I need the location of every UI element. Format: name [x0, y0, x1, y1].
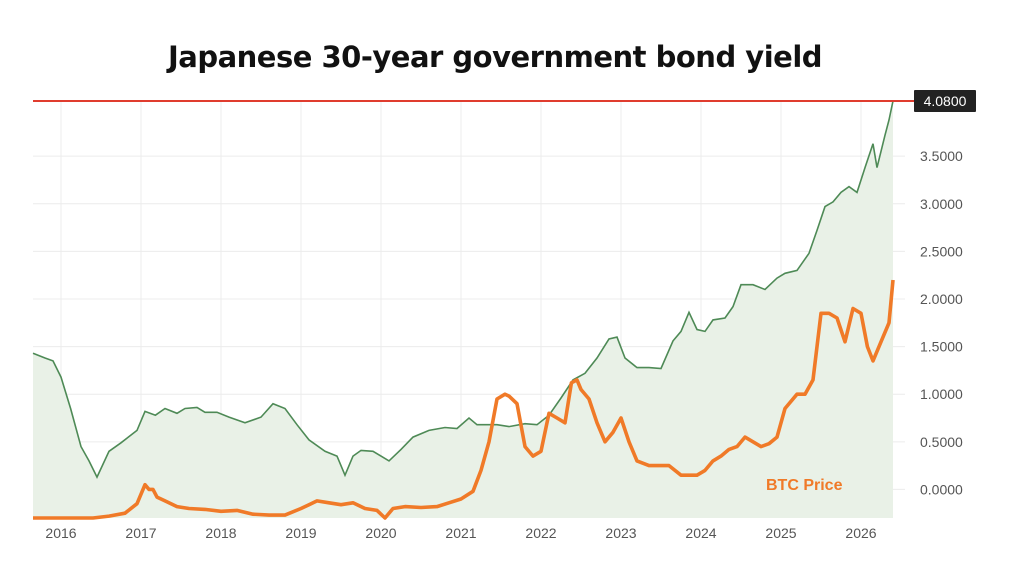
x-tick-label: 2016 [45, 525, 76, 541]
y-tick-label: 0.5000 [920, 434, 963, 450]
x-tick-label: 2026 [845, 525, 876, 541]
x-tick-label: 2025 [765, 525, 796, 541]
y-tick-label: 2.5000 [920, 243, 963, 259]
yield-line [32, 100, 894, 479]
y-tick-label: 2.0000 [920, 291, 963, 307]
x-tick-label: 2022 [525, 525, 556, 541]
x-tick-label: 2024 [685, 525, 716, 541]
current-value-badge [914, 89, 976, 112]
chart-title: Japanese 30-year government bond yield [167, 40, 823, 74]
yield-area [33, 100, 893, 519]
btc-line [33, 279, 895, 520]
x-tick-label: 2021 [445, 525, 476, 541]
y-tick-label: 1.0000 [920, 386, 963, 402]
current-value-label: 4.0800 [924, 93, 967, 109]
y-tick-label: 1.5000 [920, 339, 963, 355]
x-tick-label: 2018 [205, 525, 236, 541]
y-tick-label: 0.0000 [920, 481, 963, 497]
x-tick-label: 2017 [125, 525, 156, 541]
y-axis: 0.0000 0.5000 1.0000 1.5000 2.0000 2.5000 3.00… [920, 148, 963, 497]
y-tick-label: 3.5000 [920, 148, 963, 164]
x-tick-label: 2019 [285, 525, 316, 541]
y-tick-label: 3.0000 [920, 196, 963, 212]
btc-annotation: BTC Price [766, 477, 843, 494]
x-tick-label: 2020 [365, 525, 396, 541]
x-axis: 2016 2017 2018 2019 2020 2021 2022 2023 2024 2025… [45, 525, 876, 541]
x-tick-label: 2023 [605, 525, 636, 541]
